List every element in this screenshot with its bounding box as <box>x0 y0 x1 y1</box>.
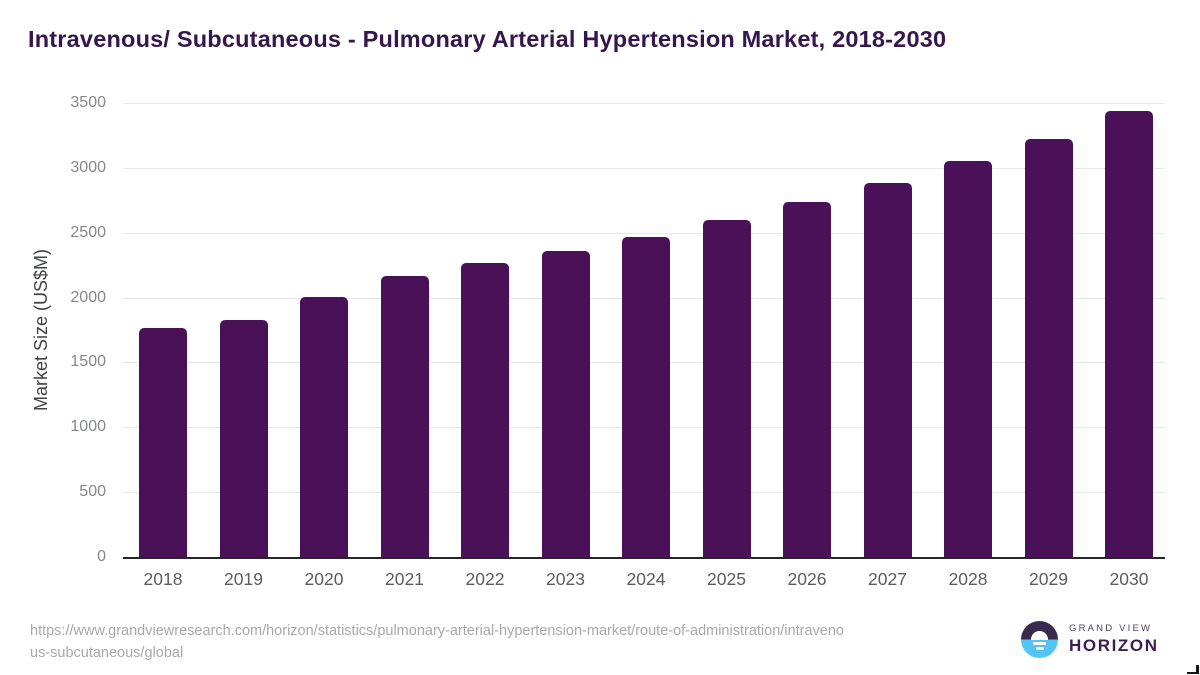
bar-column-2023: 2023 <box>541 103 590 589</box>
page-title: Intravenous/ Subcutaneous - Pulmonary Ar… <box>28 26 947 52</box>
bar-2030 <box>1105 110 1153 557</box>
bar-column-2022: 2022 <box>461 103 509 589</box>
gridline-3000 <box>123 167 1165 169</box>
bar-column-2025: 2025 <box>702 103 751 589</box>
source-url-line1: https://www.grandviewresearch.com/horizo… <box>30 623 844 639</box>
bar-column-2030: 2030 <box>1105 103 1153 589</box>
horizon-line-1 <box>1033 642 1046 645</box>
y-tick-label-3000: 3000 <box>70 158 106 176</box>
bar-column-2029: 2029 <box>1024 103 1073 589</box>
bar-column-2018: 2018 <box>139 103 187 589</box>
bar-2028 <box>944 161 992 557</box>
y-axis-title-text: Market Size (US$M) <box>30 248 51 412</box>
y-axis-title: Market Size (US$M) <box>30 103 52 557</box>
y-tick-label-1500: 1500 <box>70 353 106 371</box>
bar-column-2019: 2019 <box>219 103 268 589</box>
brand-name: GRAND VIEW HORIZON <box>1069 623 1159 656</box>
bar-column-2026: 2026 <box>783 103 831 589</box>
y-tick-label-500: 500 <box>79 483 106 501</box>
x-tick-label-2020: 2020 <box>304 569 344 589</box>
x-tick-label-2026: 2026 <box>787 569 827 589</box>
x-tick-label-2030: 2030 <box>1109 569 1149 589</box>
sun-dome-shape <box>1031 631 1048 640</box>
bar-2023 <box>541 250 590 557</box>
bar-2020 <box>300 296 348 557</box>
bar-2022 <box>461 263 509 557</box>
bar-2029 <box>1024 138 1073 557</box>
brand-name-top: GRAND VIEW <box>1069 623 1153 634</box>
x-tick-label-2018: 2018 <box>143 569 183 589</box>
bar-2024 <box>622 236 670 557</box>
gridline-2500 <box>123 232 1165 234</box>
brand-name-bottom: HORIZON <box>1069 636 1159 655</box>
y-tick-label-0: 0 <box>97 548 106 565</box>
bar-2018 <box>139 328 187 557</box>
x-tick-label-2019: 2019 <box>224 569 263 589</box>
x-tick-label-2027: 2027 <box>868 569 907 589</box>
bar-column-2028: 2028 <box>944 103 992 589</box>
source-url: https://www.grandviewresearch.com/horizo… <box>30 620 900 664</box>
horizon-sun-icon <box>1021 621 1058 658</box>
x-tick-label-2028: 2028 <box>948 569 988 589</box>
bar-column-2021: 2021 <box>380 103 429 589</box>
y-tick-label-2000: 2000 <box>70 288 106 306</box>
bar-column-2020: 2020 <box>300 103 348 589</box>
bar-chart-plot-area: 0 500 1000 1500 2000 2500 3000 3500 2018 2019 2020… <box>70 94 1165 589</box>
corner-artifact <box>1187 665 1199 674</box>
x-tick-label-2021: 2021 <box>385 569 424 589</box>
bar-2025 <box>702 220 751 557</box>
x-tick-label-2024: 2024 <box>626 569 666 589</box>
x-tick-label-2025: 2025 <box>707 569 746 589</box>
y-tick-label-1000: 1000 <box>70 418 106 436</box>
horizon-line-2 <box>1035 647 1044 650</box>
x-tick-label-2022: 2022 <box>465 569 505 589</box>
x-tick-label-2029: 2029 <box>1029 569 1068 589</box>
x-tick-label-2023: 2023 <box>546 569 585 589</box>
source-url-line2: us-subcutaneous/global <box>30 645 184 661</box>
bar-column-2024: 2024 <box>622 103 670 589</box>
bar-2026 <box>783 202 831 557</box>
bar-2019 <box>219 320 268 557</box>
y-tick-label-2500: 2500 <box>70 223 106 241</box>
bar-2021 <box>380 275 429 557</box>
gridline-3500 <box>123 103 1165 104</box>
bar-column-2027: 2027 <box>863 103 912 589</box>
brand-logo: GRAND VIEW HORIZON <box>1021 621 1159 658</box>
y-tick-label-3500: 3500 <box>70 94 106 111</box>
bar-2027 <box>863 183 912 557</box>
